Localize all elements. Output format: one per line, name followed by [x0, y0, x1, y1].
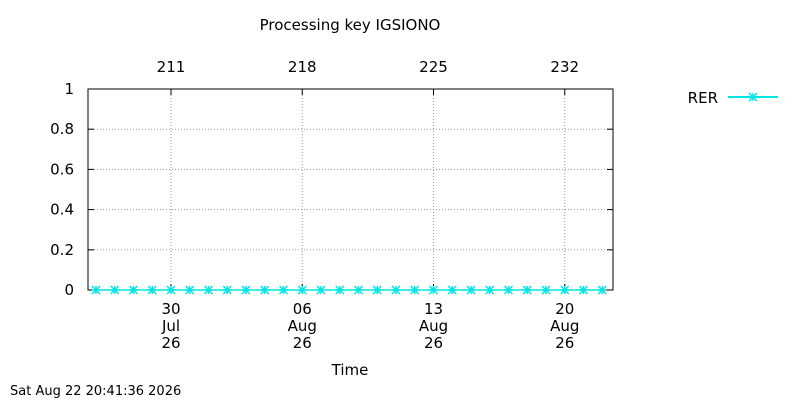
data-point	[447, 285, 457, 295]
x-top-tick-label: 211	[157, 58, 186, 76]
data-point	[128, 285, 139, 295]
data-point	[110, 285, 120, 295]
x-tick-label: Jul	[161, 317, 180, 335]
grid	[88, 89, 613, 290]
data-point	[147, 285, 157, 295]
data-point	[410, 285, 420, 295]
y-tick-label: 0.4	[50, 201, 74, 219]
x-tick-label: Aug	[419, 317, 448, 335]
y-tick-label: 0.8	[50, 120, 74, 138]
x-tick-label: 30	[161, 300, 180, 318]
x-top-tick-label: 232	[550, 58, 579, 76]
y-tick-label: 0.6	[50, 160, 74, 178]
data-point	[503, 285, 514, 295]
data-point	[560, 285, 570, 295]
y-tick-label: 0	[64, 281, 74, 299]
data-point	[541, 285, 551, 295]
x-tick-label: 20	[555, 300, 574, 318]
axis-ticks: 00.20.40.60.8130Jul2606Aug2613Aug2620Aug…	[50, 58, 613, 352]
data-point	[91, 285, 101, 295]
data-point	[297, 285, 307, 295]
x-tick-label: 26	[424, 334, 443, 352]
y-tick-label: 1	[64, 80, 74, 98]
legend: RER	[688, 89, 778, 107]
x-top-tick-label: 218	[288, 58, 317, 76]
data-point	[428, 285, 439, 295]
legend-marker-star	[748, 92, 758, 102]
data-point	[166, 285, 176, 295]
x-axis-label: Time	[331, 361, 369, 379]
x-tick-label: Aug	[288, 317, 317, 335]
data-point	[185, 285, 195, 295]
data-point	[372, 285, 382, 295]
x-tick-label: 26	[555, 334, 574, 352]
data-point	[485, 285, 495, 295]
legend-marker	[748, 92, 758, 102]
data-point	[278, 285, 289, 295]
x-tick-label: 26	[293, 334, 312, 352]
data-point	[222, 285, 232, 295]
data-point	[316, 285, 326, 295]
data-point	[335, 285, 345, 295]
chart-title: Processing key IGSIONO	[260, 16, 441, 34]
data-point	[203, 285, 214, 295]
legend-label: RER	[688, 89, 718, 107]
x-tick-label: 06	[293, 300, 312, 318]
footer-timestamp: Sat Aug 22 20:41:36 2026	[10, 384, 181, 399]
x-tick-label: 13	[424, 300, 443, 318]
data-point	[466, 285, 476, 295]
data-point	[522, 285, 532, 295]
x-top-tick-label: 225	[419, 58, 448, 76]
data-point	[578, 285, 589, 295]
data-point	[597, 285, 607, 295]
series-layer	[91, 285, 607, 295]
x-tick-label: 26	[161, 334, 180, 352]
x-tick-label: Aug	[550, 317, 579, 335]
y-tick-label: 0.2	[50, 241, 74, 259]
data-point	[260, 285, 270, 295]
data-point	[391, 285, 401, 295]
data-point	[353, 285, 364, 295]
data-point	[241, 285, 251, 295]
plot-frame	[87, 88, 614, 291]
